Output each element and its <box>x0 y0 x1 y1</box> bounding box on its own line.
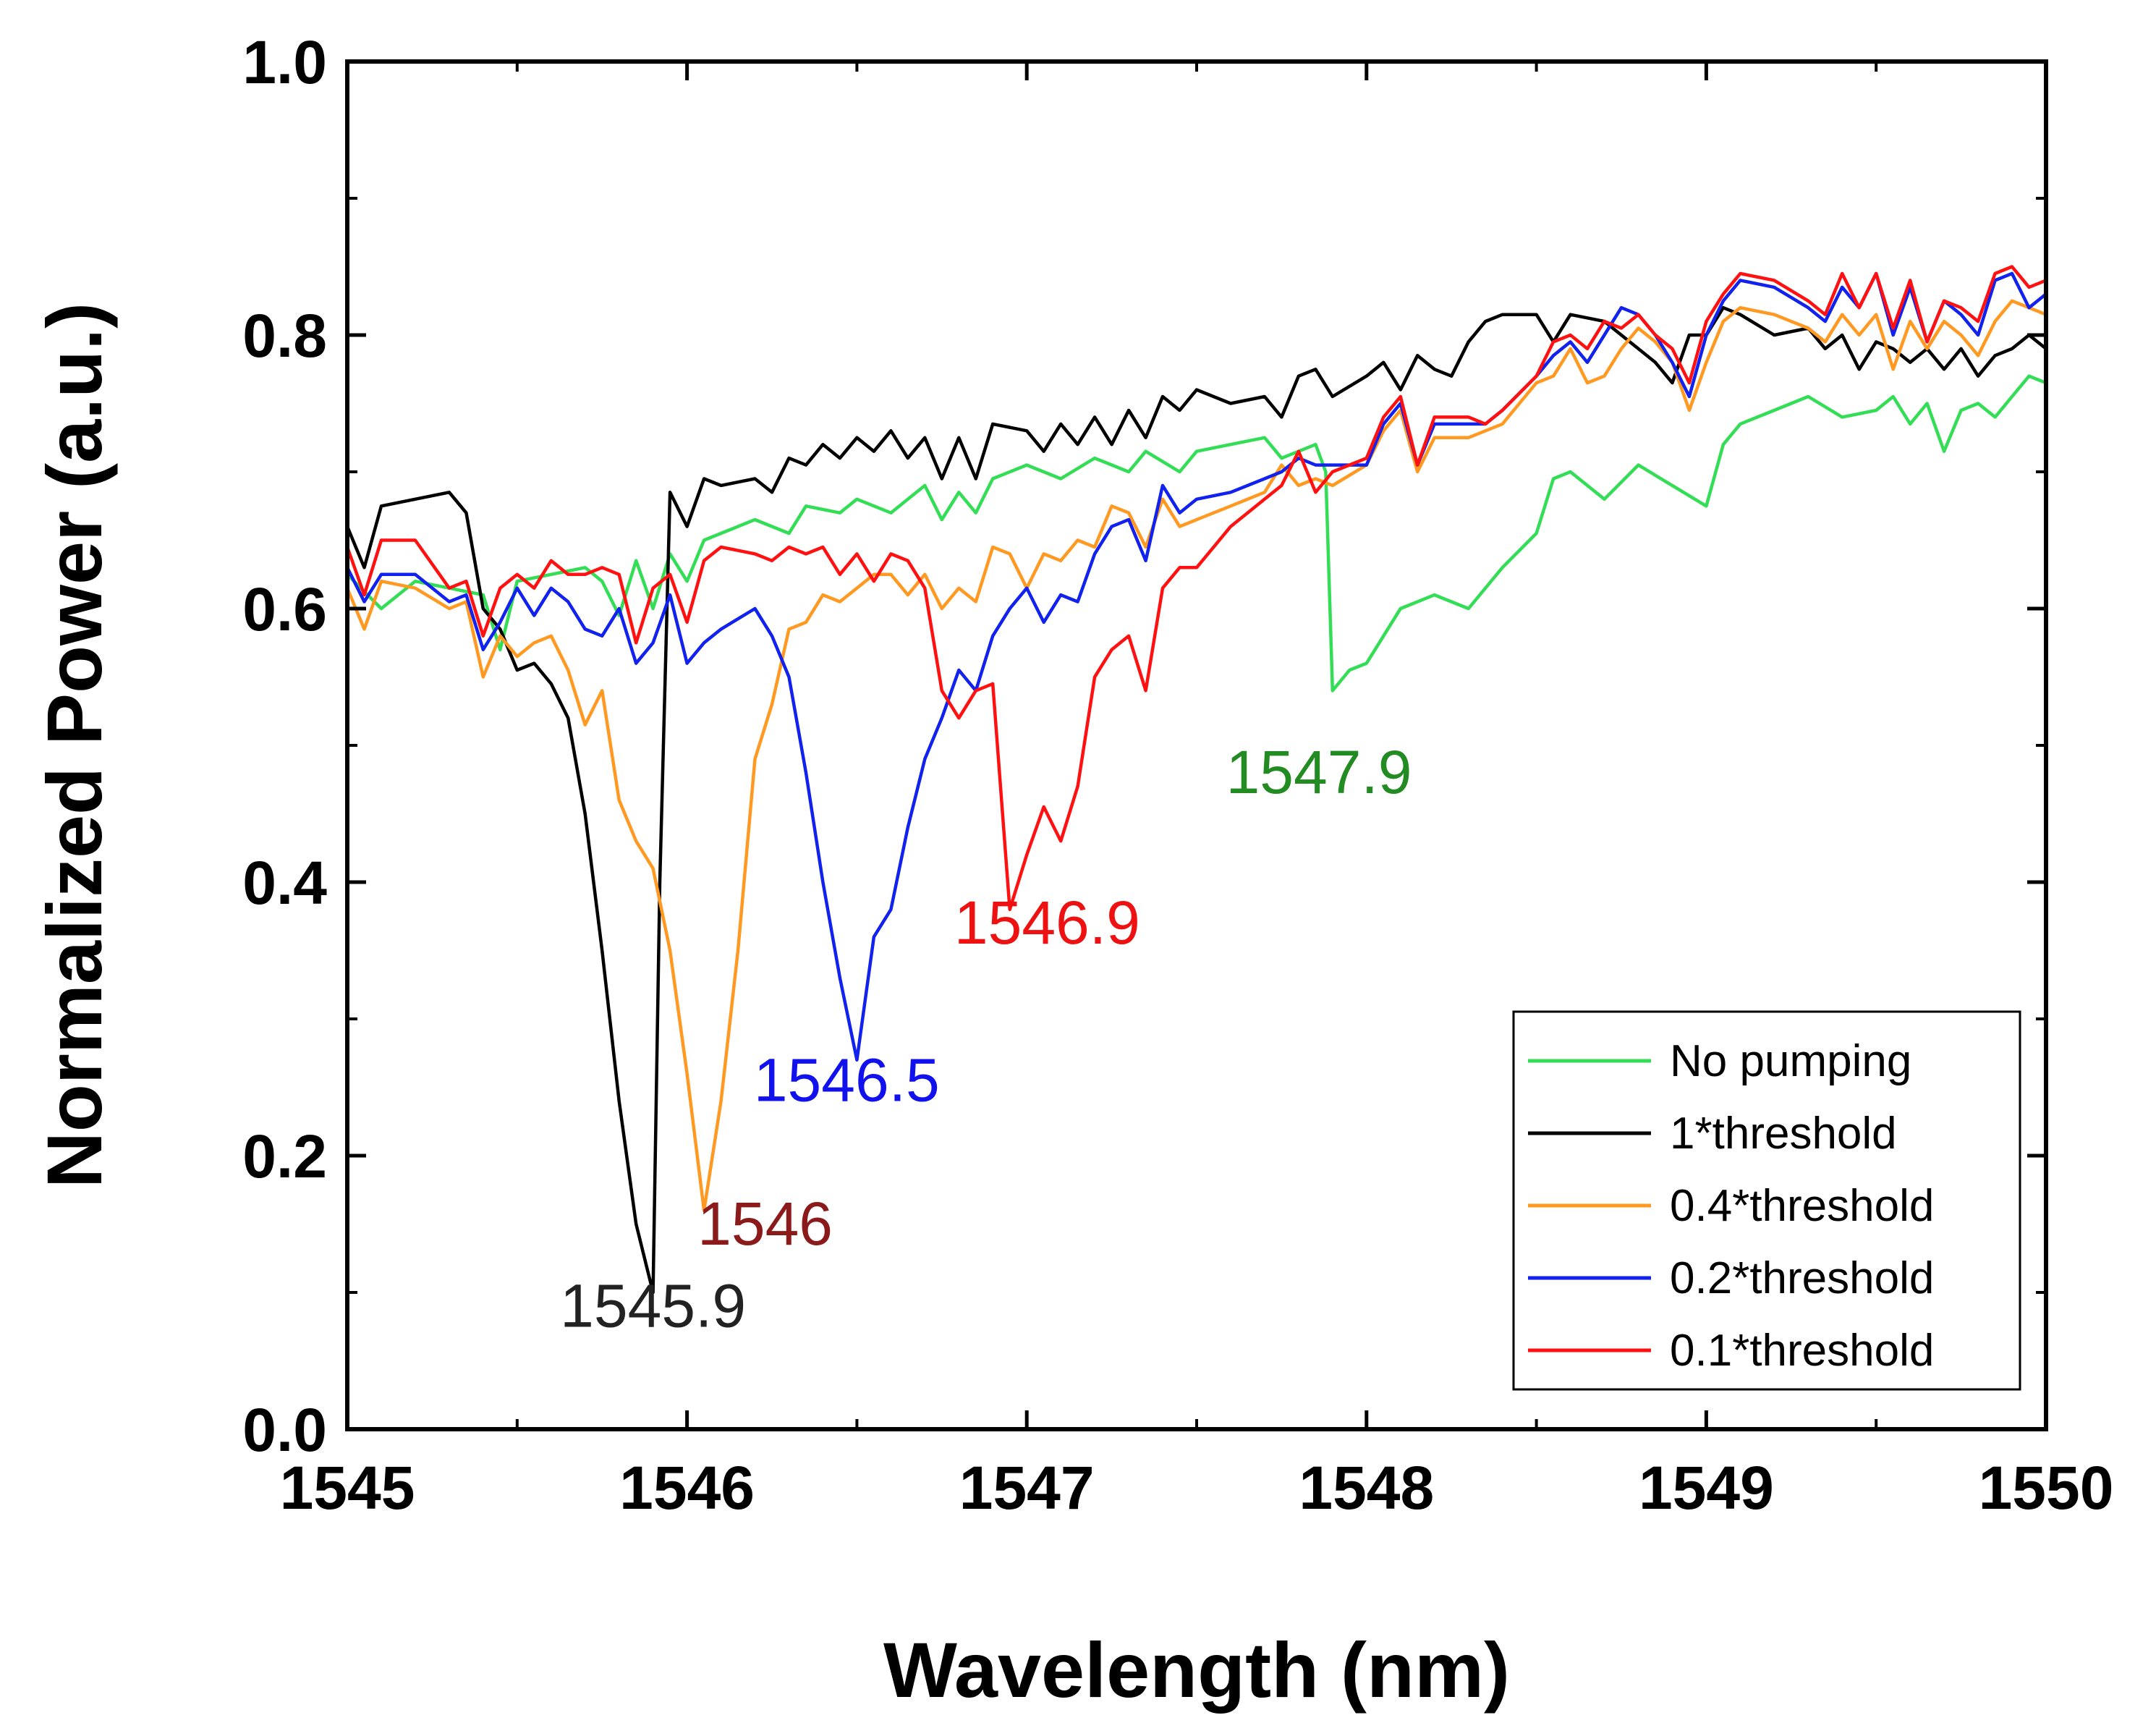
y-tick-label: 0.6 <box>242 575 327 643</box>
x-tick-label: 1548 <box>1299 1454 1434 1522</box>
series-line-3 <box>345 271 2047 1062</box>
legend-label-2: 0.4*threshold <box>1670 1181 1934 1231</box>
y-axis-title: Normalized Power (a.u.) <box>30 302 118 1188</box>
dip-annotation: 1546.9 <box>954 889 1140 957</box>
y-tick-label: 0.0 <box>242 1396 327 1464</box>
legend: No pumping 1*threshold 0.4*threshold 0.2*th… <box>1512 1010 2021 1391</box>
x-tick-label: 1545 <box>280 1454 415 1522</box>
legend-label-4: 0.1*threshold <box>1670 1326 1934 1376</box>
series-layer <box>345 265 2047 1295</box>
dip-annotation: 1546 <box>697 1190 833 1258</box>
x-tick-label: 1547 <box>959 1454 1095 1522</box>
legend-label-0: No pumping <box>1670 1036 1911 1086</box>
y-tick-label: 0.2 <box>242 1122 327 1190</box>
dip-annotation: 1545.9 <box>560 1271 746 1339</box>
x-tick-label: 1549 <box>1639 1454 1774 1522</box>
legend-label-3: 0.2*threshold <box>1670 1253 1934 1303</box>
dip-annotation: 1547.9 <box>1226 738 1412 806</box>
annotations: 1545.9 1546 1546.5 1546.9 1547.9 <box>560 738 1412 1339</box>
legend-label-1: 1*threshold <box>1670 1109 1897 1159</box>
dip-annotation: 1546.5 <box>754 1046 940 1114</box>
legend-box <box>1512 1010 2021 1391</box>
series-line-0 <box>346 374 2047 693</box>
series-line-1 <box>345 305 2047 1295</box>
ticks-layer: 1545 1546 1547 1548 1549 1550 0.0 0.2 0.4 0.6 0.8 1… <box>242 28 2113 1522</box>
x-tick-label: 1546 <box>619 1454 755 1522</box>
y-tick-label: 0.4 <box>242 849 327 917</box>
x-tick-label: 1550 <box>1979 1454 2114 1522</box>
y-tick-label: 0.8 <box>242 302 327 370</box>
y-tick-label: 1.0 <box>242 28 327 96</box>
x-axis-title: Wavelength (nm) <box>883 1626 1510 1714</box>
series-line-4 <box>345 265 2047 912</box>
